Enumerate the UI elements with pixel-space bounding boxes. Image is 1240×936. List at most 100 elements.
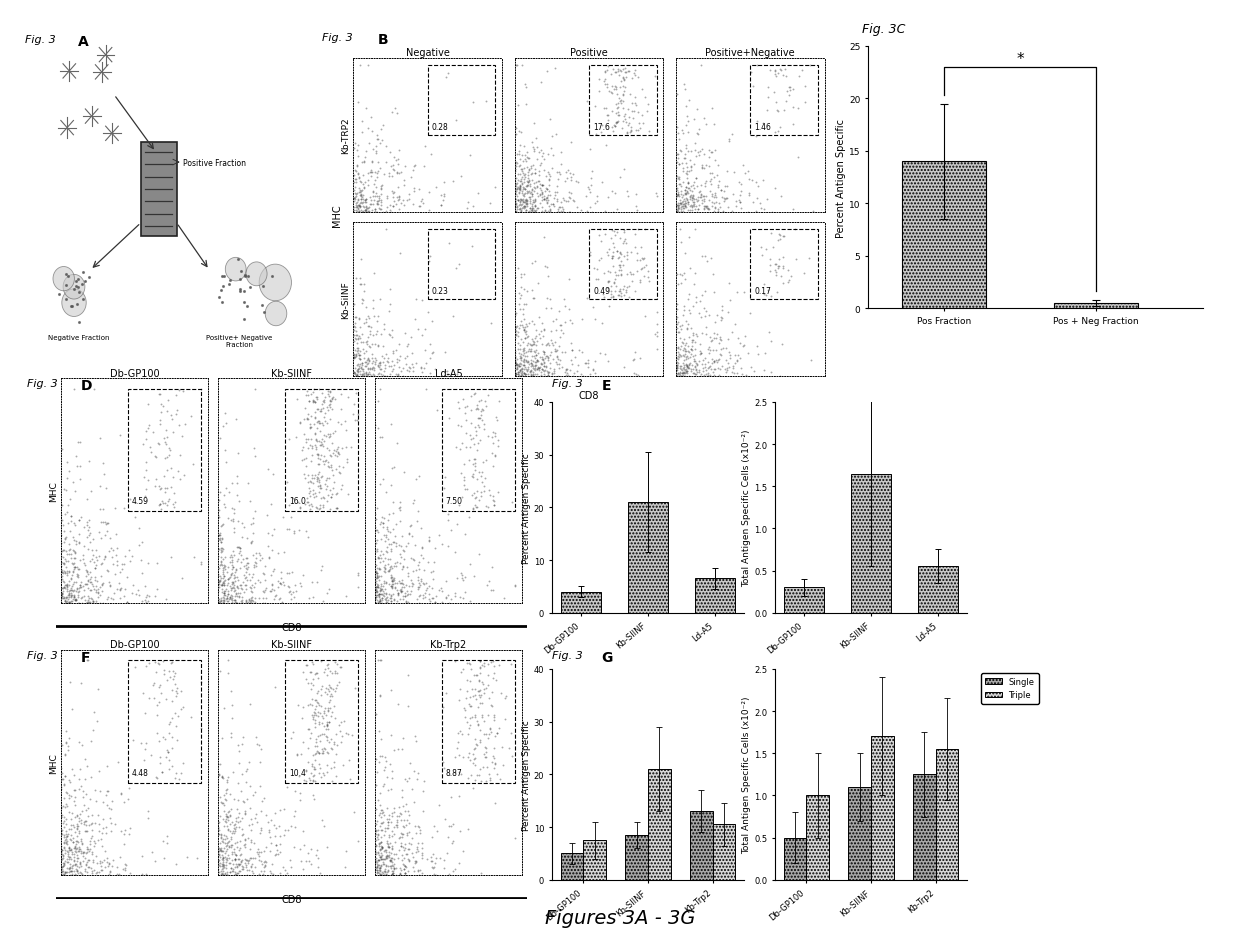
Point [73, 849, 93, 864]
Point [510, 183, 529, 198]
Point [222, 591, 242, 606]
Point [212, 578, 232, 592]
Point [675, 353, 694, 368]
Point [363, 368, 383, 383]
Point [676, 118, 696, 133]
Point [409, 580, 429, 595]
Point [231, 586, 250, 601]
Point [361, 361, 381, 376]
Point [701, 334, 720, 349]
Point [169, 417, 188, 432]
Point [622, 104, 642, 119]
Point [516, 348, 536, 363]
Point [301, 757, 321, 772]
Point [222, 840, 242, 855]
Point [465, 386, 485, 401]
Point [739, 172, 759, 187]
Point [378, 351, 398, 366]
Point [481, 755, 501, 770]
Point [382, 184, 402, 199]
Legend: Single, Triple: Single, Triple [981, 673, 1039, 704]
Point [680, 361, 699, 376]
Point [100, 591, 120, 606]
Point [512, 170, 532, 185]
Point [445, 653, 465, 668]
Point [212, 518, 232, 533]
Point [606, 115, 626, 130]
Point [522, 256, 542, 271]
Point [237, 868, 257, 883]
Point [541, 345, 560, 360]
Point [139, 418, 159, 433]
Point [424, 847, 444, 862]
Point [56, 578, 76, 593]
Point [523, 193, 543, 208]
Point [393, 840, 413, 855]
Point [82, 569, 102, 584]
Point [208, 503, 228, 518]
Point [539, 112, 559, 127]
Point [554, 344, 574, 359]
Point [93, 576, 113, 591]
Point [523, 140, 543, 155]
Point [371, 858, 391, 873]
Point [449, 396, 469, 411]
Point [391, 547, 410, 562]
Point [94, 859, 114, 874]
Point [374, 868, 394, 883]
Point [281, 860, 301, 875]
Point [102, 801, 122, 816]
Point [280, 592, 300, 607]
Point [383, 506, 403, 521]
Point [239, 696, 259, 711]
Point [624, 111, 644, 126]
Point [458, 771, 477, 786]
Point [525, 194, 544, 209]
Point [391, 197, 410, 212]
Point [270, 844, 290, 859]
Point [210, 592, 229, 607]
Point [58, 574, 78, 589]
Point [387, 166, 407, 181]
Point [725, 348, 745, 363]
Point [237, 573, 257, 588]
Point [56, 552, 76, 567]
Point [465, 757, 485, 772]
Point [229, 851, 249, 866]
Point [316, 430, 336, 445]
Point [770, 63, 790, 78]
Text: Figures 3A - 3G: Figures 3A - 3G [544, 908, 696, 927]
Point [532, 362, 552, 377]
Point [398, 816, 418, 831]
Point [371, 578, 391, 592]
Point [66, 545, 86, 560]
Point [471, 469, 491, 484]
Point [368, 551, 388, 566]
Point [374, 808, 394, 823]
Point [675, 82, 694, 97]
Point [343, 407, 363, 422]
Point [528, 361, 548, 376]
Point [616, 184, 636, 199]
Point [517, 362, 537, 377]
Point [760, 264, 780, 279]
Point [343, 805, 363, 820]
Point [304, 711, 324, 726]
Y-axis label: Percent Antigen Specific: Percent Antigen Specific [836, 118, 846, 238]
Point [777, 263, 797, 278]
Point [368, 155, 388, 170]
Point [407, 841, 427, 856]
Point [60, 564, 79, 579]
Point [298, 495, 317, 510]
Point [242, 585, 262, 600]
Point [541, 169, 560, 184]
Point [779, 275, 799, 290]
Point [529, 360, 549, 375]
Point [484, 583, 503, 598]
Point [272, 564, 291, 579]
Point [301, 441, 321, 456]
Point [296, 774, 316, 789]
Point [52, 572, 72, 587]
Point [162, 694, 182, 709]
Point [212, 549, 232, 564]
